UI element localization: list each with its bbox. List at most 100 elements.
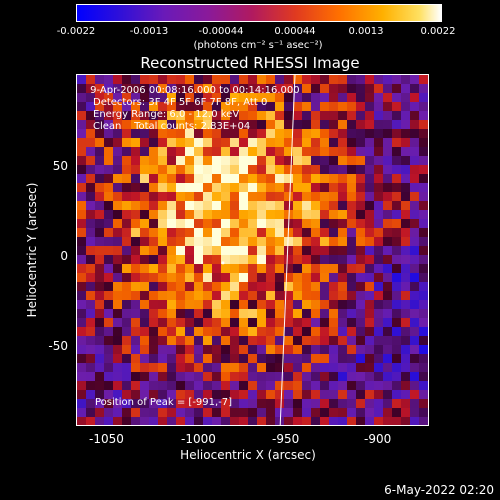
- heatmap-cell: [338, 354, 348, 364]
- heatmap-cell: [158, 354, 168, 364]
- heatmap-cell: [113, 174, 123, 184]
- heatmap-cell: [239, 102, 249, 112]
- heatmap-cell: [266, 309, 276, 319]
- heatmap-cell: [86, 246, 96, 256]
- heatmap-cell: [266, 345, 276, 355]
- heatmap-cell: [401, 345, 411, 355]
- heatmap-cell: [320, 291, 330, 301]
- heatmap-cell: [275, 318, 285, 328]
- heatmap-cell: [158, 147, 168, 157]
- heatmap-cell: [248, 327, 258, 337]
- heatmap-cell: [248, 84, 258, 94]
- heatmap-cell: [419, 111, 428, 121]
- heatmap-cell: [311, 102, 321, 112]
- heatmap-cell: [257, 111, 267, 121]
- heatmap-cell: [95, 174, 105, 184]
- heatmap-cell: [257, 399, 267, 409]
- heatmap-cell: [275, 147, 285, 157]
- annotation-detectors: Detectors: 3F 4F 5F 6F 7F 8F, Att 0: [93, 97, 268, 108]
- heatmap-cell: [347, 147, 357, 157]
- heatmap-cell: [86, 165, 96, 175]
- heatmap-cell: [266, 363, 276, 373]
- heatmap-cell: [149, 237, 159, 247]
- chart-title: Reconstructed RHESSI Image: [140, 54, 360, 72]
- heatmap-cell: [365, 174, 375, 184]
- heatmap-cell: [104, 102, 114, 112]
- heatmap-cell: [158, 381, 168, 391]
- heatmap-cell: [320, 219, 330, 229]
- heatmap-cell: [356, 399, 366, 409]
- colorbar-tick: 0.0022: [420, 26, 456, 37]
- heatmap-cell: [410, 336, 420, 346]
- heatmap-cell: [113, 372, 123, 382]
- heatmap-cell: [113, 75, 123, 85]
- heatmap-cell: [122, 228, 132, 238]
- heatmap-cell: [203, 336, 213, 346]
- heatmap-cell: [257, 318, 267, 328]
- heatmap-cell: [266, 93, 276, 103]
- heatmap-cell: [131, 345, 141, 355]
- heatmap-cell: [329, 192, 339, 202]
- heatmap-cell: [419, 399, 428, 409]
- heatmap-cell: [320, 75, 330, 85]
- heatmap-cell: [140, 192, 150, 202]
- heatmap-cell: [221, 246, 231, 256]
- heatmap-cell: [86, 255, 96, 265]
- heatmap-cell: [311, 390, 321, 400]
- heatmap-cell: [95, 84, 105, 94]
- heatmap-cell: [239, 309, 249, 319]
- heatmap-cell: [311, 183, 321, 193]
- heatmap-cell: [392, 165, 402, 175]
- heatmap-cell: [410, 318, 420, 328]
- heatmap-cell: [95, 300, 105, 310]
- heatmap-cell: [77, 246, 87, 256]
- heatmap-cell: [275, 291, 285, 301]
- heatmap-cell: [284, 282, 294, 292]
- heatmap-cell: [293, 273, 303, 283]
- heatmap-cell: [176, 84, 186, 94]
- heatmap-cell: [365, 291, 375, 301]
- heatmap-cell: [77, 363, 87, 373]
- heatmap-cell: [266, 264, 276, 274]
- heatmap-cell: [257, 372, 267, 382]
- heatmap-cell: [77, 147, 87, 157]
- y-tick-label: 50: [52, 159, 68, 173]
- heatmap-cell: [221, 120, 231, 130]
- heatmap-cell: [257, 417, 267, 425]
- heatmap-cell: [194, 165, 204, 175]
- heatmap-cell: [122, 165, 132, 175]
- heatmap-cell: [293, 390, 303, 400]
- heatmap-cell: [113, 201, 123, 211]
- heatmap-cell: [419, 291, 428, 301]
- heatmap-cell: [257, 354, 267, 364]
- heatmap-cell: [365, 183, 375, 193]
- heatmap-cell: [392, 219, 402, 229]
- heatmap-cell: [365, 84, 375, 94]
- heatmap-cell: [86, 381, 96, 391]
- heatmap-cell: [167, 399, 177, 409]
- heatmap-cell: [185, 246, 195, 256]
- heatmap-cell: [185, 390, 195, 400]
- heatmap-cell: [320, 111, 330, 121]
- heatmap-cell: [419, 273, 428, 283]
- heatmap-cell: [239, 336, 249, 346]
- heatmap-cell: [347, 255, 357, 265]
- heatmap-cell: [158, 291, 168, 301]
- heatmap-cell: [338, 417, 348, 425]
- heatmap-cell: [302, 318, 312, 328]
- heatmap-cell: [401, 120, 411, 130]
- heatmap-cell: [383, 372, 393, 382]
- heatmap-cell: [401, 102, 411, 112]
- heatmap-cell: [356, 201, 366, 211]
- heatmap-cell: [293, 129, 303, 139]
- heatmap-cell: [275, 264, 285, 274]
- heatmap-cell: [284, 147, 294, 157]
- heatmap-cell: [374, 282, 384, 292]
- heatmap-cell: [149, 399, 159, 409]
- heatmap-cell: [212, 147, 222, 157]
- heatmap-cell: [149, 183, 159, 193]
- heatmap-cell: [122, 192, 132, 202]
- heatmap-cell: [167, 201, 177, 211]
- heatmap-cell: [176, 273, 186, 283]
- heatmap-cell: [320, 192, 330, 202]
